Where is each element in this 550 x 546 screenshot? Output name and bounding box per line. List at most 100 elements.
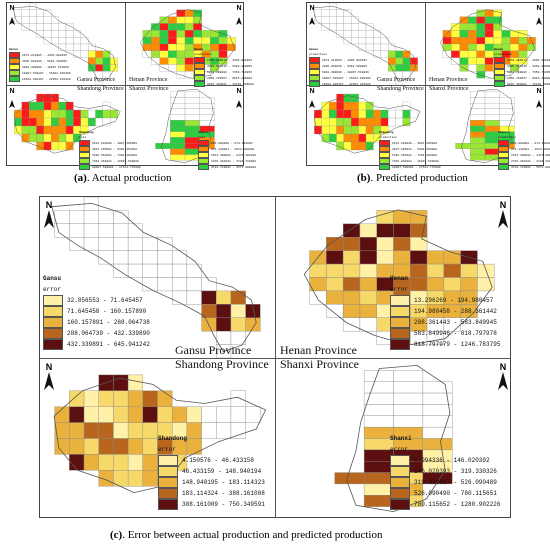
- province-label-shanxi: Shanxi Province: [429, 86, 469, 92]
- map-region: [484, 50, 494, 58]
- legend-subtitle: error: [158, 446, 177, 453]
- map-region: [102, 117, 111, 127]
- map-region: [343, 117, 352, 127]
- map-region: [113, 406, 129, 423]
- map-region: [127, 422, 144, 439]
- map-region: [359, 277, 377, 292]
- map-region: [230, 390, 246, 407]
- legend-entry: 780.115652 - 1280.902226: [390, 499, 500, 510]
- map-region: [157, 406, 173, 423]
- legend-entry: 9015.430001 - 15210.999000: [494, 81, 550, 87]
- map-gansu: [312, 3, 418, 85]
- map-region: [493, 23, 502, 31]
- legend-range: 13.296269 - 194.980457: [414, 297, 494, 304]
- map-region: [426, 250, 445, 265]
- legend-entry: 10097.529001 - 17541.776000: [379, 164, 441, 170]
- map-region: [499, 114, 515, 121]
- legend: Shanxi real 236.998000 - 874.138000 874.138…: [198, 130, 256, 170]
- legend-swatch: [494, 63, 505, 69]
- legend-entry: 10097.519867 - 15462.920396: [309, 75, 371, 81]
- panel-shandong: [307, 86, 425, 166]
- map-region: [321, 125, 330, 135]
- legend-swatch: [158, 488, 178, 499]
- map-region: [358, 141, 367, 151]
- map-region: [43, 109, 52, 119]
- legend-entry: 4305.902936 - 5862.399095: [194, 63, 254, 69]
- legend: Gansu production 2673.213085 - 4305.902935…: [309, 47, 371, 87]
- caption-c: (c). Error between actual production and…: [110, 529, 382, 541]
- legend-swatch: [390, 295, 410, 306]
- map-region: [151, 50, 160, 58]
- legend-range: 9015.430001 - 15210.999000: [207, 82, 254, 86]
- map-region: [468, 30, 477, 38]
- map-region: [95, 50, 104, 58]
- legend: Shandong error 4.150576 - 46.433158 46.4331…: [158, 433, 265, 510]
- map-region: [127, 223, 144, 238]
- map-region: [216, 290, 232, 305]
- legend-entry: 388.161009 - 750.349591: [158, 499, 265, 510]
- map-region: [455, 143, 471, 149]
- legend-swatch: [390, 339, 410, 350]
- map-region: [380, 117, 389, 127]
- map-region: [484, 43, 494, 51]
- map-region: [422, 415, 453, 428]
- map-region: [484, 114, 500, 121]
- panel-shandong: [7, 86, 125, 166]
- map-region: [51, 30, 59, 38]
- legend: Shanxi error 8.994336 - 146.020392 146.0203…: [390, 433, 500, 510]
- map-region: [43, 133, 52, 143]
- map-region: [176, 57, 186, 65]
- legend-entry: 2376.301001 - 3724.710000: [498, 158, 550, 164]
- map-region: [395, 57, 404, 65]
- map-region: [157, 277, 173, 292]
- legend-entry: 15462.920397 - 22356.215020: [309, 81, 371, 87]
- map-region: [230, 304, 246, 318]
- legend-subtitle: error: [390, 286, 409, 293]
- legend-entry: 5392.354001 - 7364.264000: [79, 152, 141, 158]
- map-region: [83, 223, 99, 238]
- map-region: [365, 23, 374, 31]
- map-region: [342, 304, 361, 318]
- legend-range: 10097.519867 - 15462.920396: [322, 76, 371, 80]
- legend: Henan production 1379.385974 - 4305.902935…: [194, 47, 254, 87]
- map-region: [142, 237, 158, 251]
- map-region: [329, 125, 337, 135]
- legend-entry: 5392.354001 - 7364.264000: [379, 152, 441, 158]
- caption-text: . Predicted production: [370, 172, 468, 184]
- map-region: [476, 71, 486, 79]
- map-region: [470, 125, 486, 132]
- legend-range: 780.115652 - 1280.902226: [414, 501, 501, 508]
- legend-entry: 2673.213085 - 4305.902935: [9, 52, 71, 58]
- map-region: [321, 101, 330, 111]
- map-henan: [139, 9, 236, 79]
- map-region: [358, 125, 367, 135]
- map-region: [376, 223, 394, 238]
- map-region: [186, 290, 202, 305]
- map-region: [468, 16, 477, 24]
- legend-swatch: [194, 81, 205, 87]
- divider: [275, 197, 276, 518]
- map-region: [199, 108, 215, 115]
- province-outline: [303, 209, 493, 346]
- map-region: [51, 133, 59, 143]
- legend-range: 8.994336 - 146.020392: [414, 457, 490, 464]
- panel-shanxi: [426, 86, 544, 166]
- map-region: [176, 30, 186, 38]
- map-region: [159, 16, 169, 24]
- map-region: [51, 23, 59, 31]
- map-region: [376, 237, 394, 251]
- map-region: [142, 422, 158, 439]
- map-region: [69, 237, 85, 251]
- map-region: [184, 71, 194, 79]
- map-shandong: [13, 93, 121, 154]
- legend-entry: 2673.213085 - 4305.902935: [309, 57, 371, 63]
- map-region: [380, 109, 389, 119]
- map-region: [365, 109, 374, 119]
- map-region: [170, 97, 186, 104]
- legend-swatch: [390, 499, 410, 510]
- map-region: [80, 109, 89, 119]
- map-region: [184, 97, 200, 104]
- legend-entry: 7364.264001 - 10097.529000: [379, 158, 441, 164]
- legend-range: 148.940195 - 183.114323: [182, 479, 265, 486]
- legend-title: Shandong: [79, 131, 94, 134]
